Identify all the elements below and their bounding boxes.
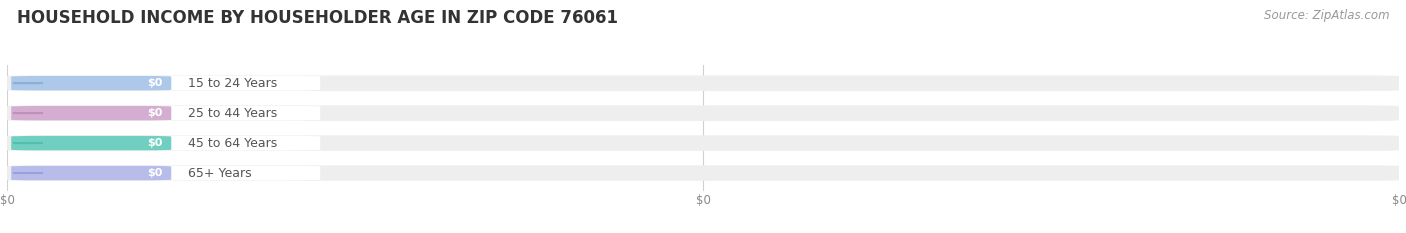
Circle shape <box>13 143 44 144</box>
FancyBboxPatch shape <box>14 106 321 120</box>
FancyBboxPatch shape <box>14 136 321 150</box>
Text: HOUSEHOLD INCOME BY HOUSEHOLDER AGE IN ZIP CODE 76061: HOUSEHOLD INCOME BY HOUSEHOLDER AGE IN Z… <box>17 9 617 27</box>
Text: 45 to 64 Years: 45 to 64 Years <box>188 137 277 150</box>
Text: Source: ZipAtlas.com: Source: ZipAtlas.com <box>1264 9 1389 22</box>
FancyBboxPatch shape <box>11 136 172 150</box>
FancyBboxPatch shape <box>7 135 1399 151</box>
FancyBboxPatch shape <box>14 76 321 90</box>
Text: $0: $0 <box>148 78 163 88</box>
Circle shape <box>13 83 44 84</box>
Text: 15 to 24 Years: 15 to 24 Years <box>188 77 277 90</box>
Text: $0: $0 <box>148 138 163 148</box>
Text: $0: $0 <box>148 108 163 118</box>
FancyBboxPatch shape <box>7 165 1399 181</box>
FancyBboxPatch shape <box>11 166 172 180</box>
FancyBboxPatch shape <box>11 76 172 90</box>
Text: 65+ Years: 65+ Years <box>188 167 252 180</box>
Text: 25 to 44 Years: 25 to 44 Years <box>188 107 277 120</box>
FancyBboxPatch shape <box>11 106 172 120</box>
FancyBboxPatch shape <box>7 75 1399 91</box>
FancyBboxPatch shape <box>14 166 321 180</box>
FancyBboxPatch shape <box>7 105 1399 121</box>
Text: $0: $0 <box>148 168 163 178</box>
